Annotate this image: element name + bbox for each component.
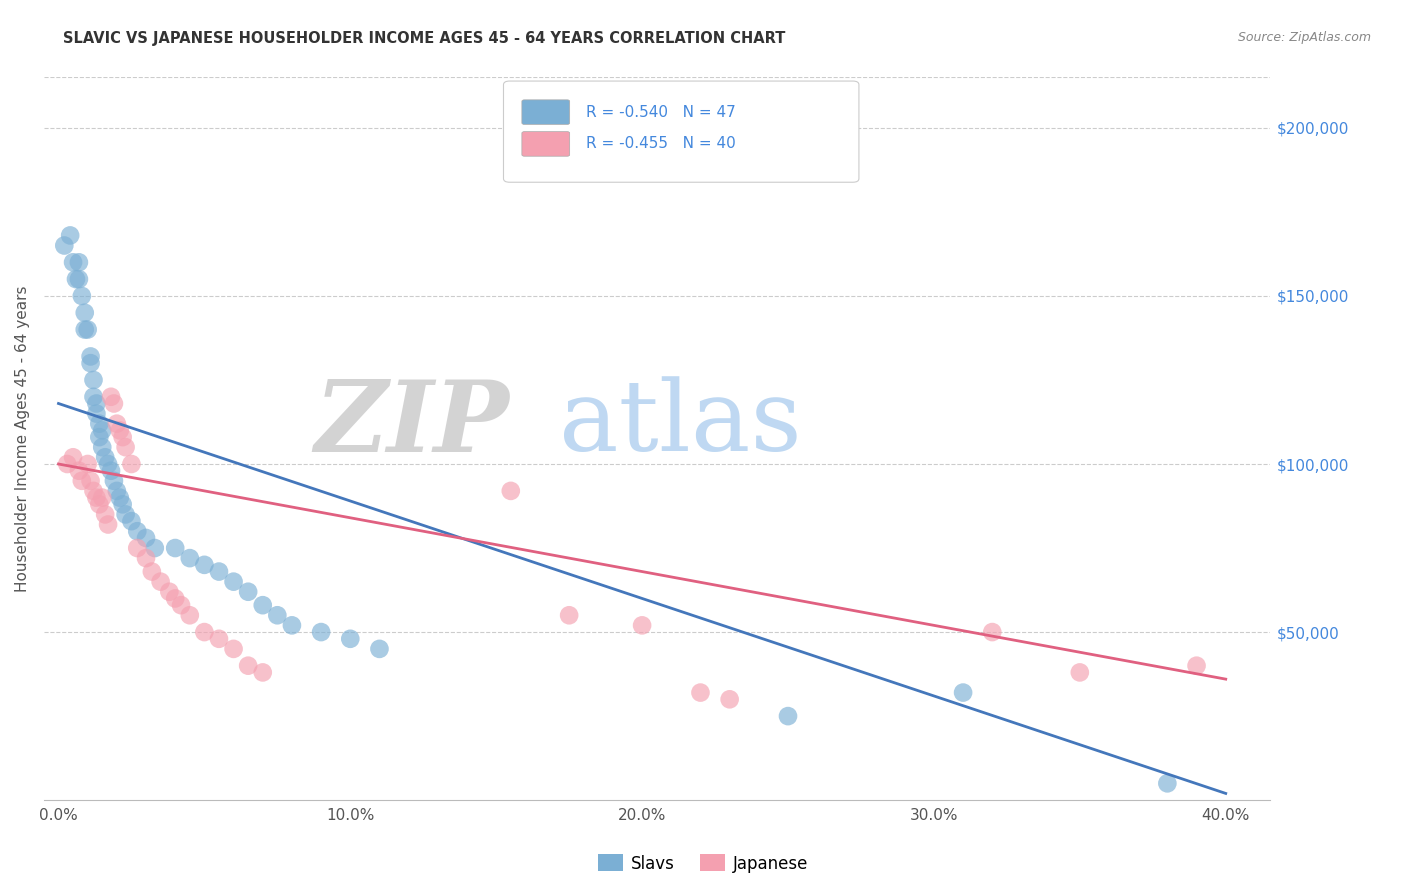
- Point: [79, 474, 101, 488]
- Point: [631, 618, 654, 632]
- Point: [499, 483, 522, 498]
- Point: [82, 483, 104, 498]
- Point: [82, 373, 104, 387]
- Point: [111, 497, 134, 511]
- Point: [149, 574, 172, 589]
- Text: R = -0.540   N = 47: R = -0.540 N = 47: [586, 104, 735, 120]
- Point: [105, 417, 128, 431]
- Text: SLAVIC VS JAPANESE HOUSEHOLDER INCOME AGES 45 - 64 YEARS CORRELATION CHART: SLAVIC VS JAPANESE HOUSEHOLDER INCOME AG…: [63, 31, 786, 46]
- Point: [718, 692, 741, 706]
- Point: [170, 598, 193, 612]
- Point: [981, 625, 1004, 640]
- Point: [86, 396, 108, 410]
- Point: [193, 625, 215, 640]
- Point: [179, 551, 201, 566]
- FancyBboxPatch shape: [522, 100, 569, 124]
- Point: [111, 430, 134, 444]
- Point: [53, 238, 76, 252]
- Point: [86, 407, 108, 421]
- Point: [97, 457, 120, 471]
- Point: [165, 541, 187, 555]
- Point: [91, 440, 114, 454]
- Point: [368, 641, 391, 656]
- Point: [103, 474, 125, 488]
- Point: [127, 524, 149, 539]
- Text: R = -0.455   N = 40: R = -0.455 N = 40: [586, 136, 735, 152]
- Point: [100, 390, 122, 404]
- Point: [70, 289, 93, 303]
- Point: [1185, 658, 1208, 673]
- Point: [222, 641, 245, 656]
- Point: [309, 625, 332, 640]
- Point: [165, 591, 187, 606]
- Point: [114, 440, 136, 454]
- Point: [236, 584, 259, 599]
- Point: [120, 457, 142, 471]
- Point: [120, 514, 142, 528]
- Point: [82, 390, 104, 404]
- Point: [62, 255, 84, 269]
- Point: [135, 531, 157, 545]
- Legend: Slavs, Japanese: Slavs, Japanese: [591, 847, 815, 880]
- Point: [281, 618, 304, 632]
- Point: [222, 574, 245, 589]
- Point: [62, 450, 84, 465]
- Point: [1156, 776, 1178, 790]
- Point: [143, 541, 166, 555]
- Point: [127, 541, 149, 555]
- Point: [689, 685, 711, 699]
- Point: [70, 474, 93, 488]
- Point: [105, 483, 128, 498]
- Point: [94, 450, 117, 465]
- Point: [558, 608, 581, 623]
- Point: [193, 558, 215, 572]
- Point: [108, 423, 131, 437]
- Point: [952, 685, 974, 699]
- FancyBboxPatch shape: [522, 132, 569, 156]
- Point: [79, 350, 101, 364]
- Point: [1069, 665, 1091, 680]
- Point: [79, 356, 101, 370]
- Point: [65, 272, 87, 286]
- Point: [91, 491, 114, 505]
- Point: [252, 665, 274, 680]
- Point: [114, 508, 136, 522]
- Point: [208, 632, 231, 646]
- FancyBboxPatch shape: [503, 81, 859, 182]
- Point: [89, 430, 111, 444]
- Point: [103, 396, 125, 410]
- Point: [100, 464, 122, 478]
- Y-axis label: Householder Income Ages 45 - 64 years: Householder Income Ages 45 - 64 years: [15, 285, 30, 592]
- Point: [108, 491, 131, 505]
- Point: [86, 491, 108, 505]
- Point: [73, 322, 96, 336]
- Point: [179, 608, 201, 623]
- Point: [73, 306, 96, 320]
- Point: [56, 457, 79, 471]
- Point: [776, 709, 799, 723]
- Point: [135, 551, 157, 566]
- Point: [89, 417, 111, 431]
- Point: [266, 608, 288, 623]
- Point: [59, 228, 82, 243]
- Point: [141, 565, 163, 579]
- Point: [157, 584, 180, 599]
- Point: [252, 598, 274, 612]
- Text: Source: ZipAtlas.com: Source: ZipAtlas.com: [1237, 31, 1371, 45]
- Point: [89, 497, 111, 511]
- Point: [208, 565, 231, 579]
- Point: [97, 517, 120, 532]
- Point: [67, 272, 90, 286]
- Point: [94, 508, 117, 522]
- Point: [67, 464, 90, 478]
- Point: [67, 255, 90, 269]
- Text: ZIP: ZIP: [315, 376, 509, 473]
- Point: [339, 632, 361, 646]
- Text: atlas: atlas: [558, 376, 801, 472]
- Point: [236, 658, 259, 673]
- Point: [91, 423, 114, 437]
- Point: [76, 457, 98, 471]
- Point: [76, 322, 98, 336]
